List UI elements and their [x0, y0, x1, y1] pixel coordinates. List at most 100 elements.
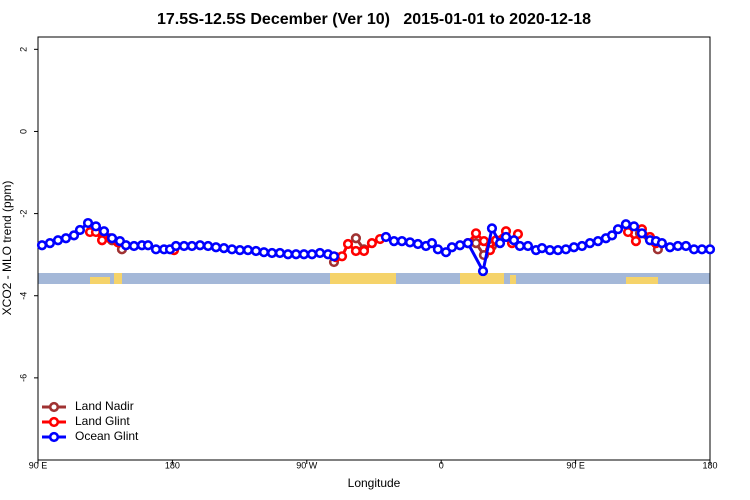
data-point — [522, 240, 534, 252]
data-point — [52, 235, 64, 246]
data-point — [150, 244, 162, 255]
y-tick-label: 2 — [18, 47, 28, 52]
data-point — [630, 236, 642, 247]
data-point — [636, 228, 648, 239]
legend-text: Ocean Glint — [75, 429, 139, 443]
data-point — [44, 238, 56, 249]
data-point — [704, 244, 716, 255]
land-patch — [510, 275, 516, 284]
data-point — [68, 230, 80, 241]
data-point — [306, 249, 318, 260]
data-point — [426, 238, 438, 249]
data-point — [142, 240, 154, 251]
data-point — [612, 224, 624, 235]
data-point — [560, 244, 571, 255]
legend-text: Land Glint — [75, 414, 130, 428]
x-tick-label: 0 — [439, 460, 444, 470]
data-point — [388, 236, 400, 247]
data-point — [234, 245, 245, 256]
data-point — [106, 233, 118, 244]
legend-marker — [48, 401, 60, 413]
land-patch — [460, 273, 504, 284]
data-point — [290, 249, 302, 260]
data-point — [592, 236, 604, 247]
data-point — [696, 244, 708, 255]
data-point — [298, 249, 310, 260]
data-point — [462, 238, 474, 249]
y-tick-label: -4 — [18, 292, 28, 300]
data-point — [508, 235, 520, 246]
legend-text: Land Nadir — [75, 399, 134, 413]
data-point — [242, 245, 254, 256]
data-point — [90, 221, 102, 232]
data-point — [576, 240, 588, 252]
data-point — [446, 242, 458, 253]
data-point — [500, 231, 512, 243]
chart-title: 17.5S-12.5S December (Ver 10) 2015-01-01… — [157, 11, 591, 28]
y-tick-label: -2 — [18, 210, 28, 218]
data-point — [202, 240, 214, 252]
data-point — [454, 240, 466, 251]
data-point — [96, 235, 108, 246]
surface-strip — [38, 273, 710, 284]
data-point — [544, 245, 556, 256]
data-point — [478, 236, 490, 247]
data-point — [314, 247, 326, 259]
data-point — [568, 242, 580, 253]
y-axis-label: XCO2 - MLO trend (ppm) — [0, 181, 14, 316]
data-point — [82, 217, 94, 229]
data-point — [250, 245, 262, 257]
x-axis-label: Longitude — [348, 476, 401, 490]
data-point — [128, 240, 140, 252]
data-point — [282, 249, 294, 260]
data-point — [606, 230, 618, 241]
data-point — [186, 240, 198, 252]
data-point — [664, 242, 676, 253]
data-point — [584, 238, 596, 249]
data-point — [350, 233, 362, 244]
x-tick-label: 90 E — [29, 460, 48, 470]
data-point — [672, 240, 683, 252]
data-point — [60, 233, 72, 244]
data-point — [404, 237, 416, 248]
data-point — [226, 244, 238, 255]
data-point — [380, 231, 392, 243]
land-patch — [626, 277, 658, 284]
x-tick-label: 180 — [165, 460, 180, 470]
data-point — [477, 265, 489, 277]
data-point — [396, 236, 408, 247]
data-point — [266, 247, 278, 259]
data-point — [680, 240, 692, 252]
x-tick-label: 180 — [702, 460, 717, 470]
data-point — [494, 238, 506, 249]
data-point — [412, 238, 424, 250]
data-point — [170, 240, 182, 252]
data-point — [218, 242, 230, 254]
data-point — [274, 247, 286, 259]
data-point — [194, 240, 206, 251]
data-point — [656, 238, 668, 249]
data-point — [470, 238, 482, 249]
data-point — [74, 224, 86, 236]
data-point — [36, 240, 48, 251]
y-tick-label: 0 — [18, 129, 28, 134]
data-point — [536, 242, 548, 254]
data-point — [432, 244, 444, 255]
x-tick-label: 90 W — [296, 460, 318, 470]
data-point — [342, 238, 354, 250]
data-point — [336, 251, 348, 262]
y-tick-label: -6 — [18, 374, 28, 382]
data-point — [688, 244, 700, 255]
data-point — [328, 251, 340, 262]
data-point — [628, 221, 640, 232]
data-point — [358, 245, 370, 257]
data-point — [366, 238, 378, 249]
data-point — [120, 240, 132, 251]
data-point — [350, 245, 362, 257]
data-point — [210, 242, 222, 253]
legend-marker — [48, 416, 60, 428]
data-point — [98, 226, 110, 237]
land-patch — [114, 273, 122, 284]
data-point — [470, 228, 482, 239]
